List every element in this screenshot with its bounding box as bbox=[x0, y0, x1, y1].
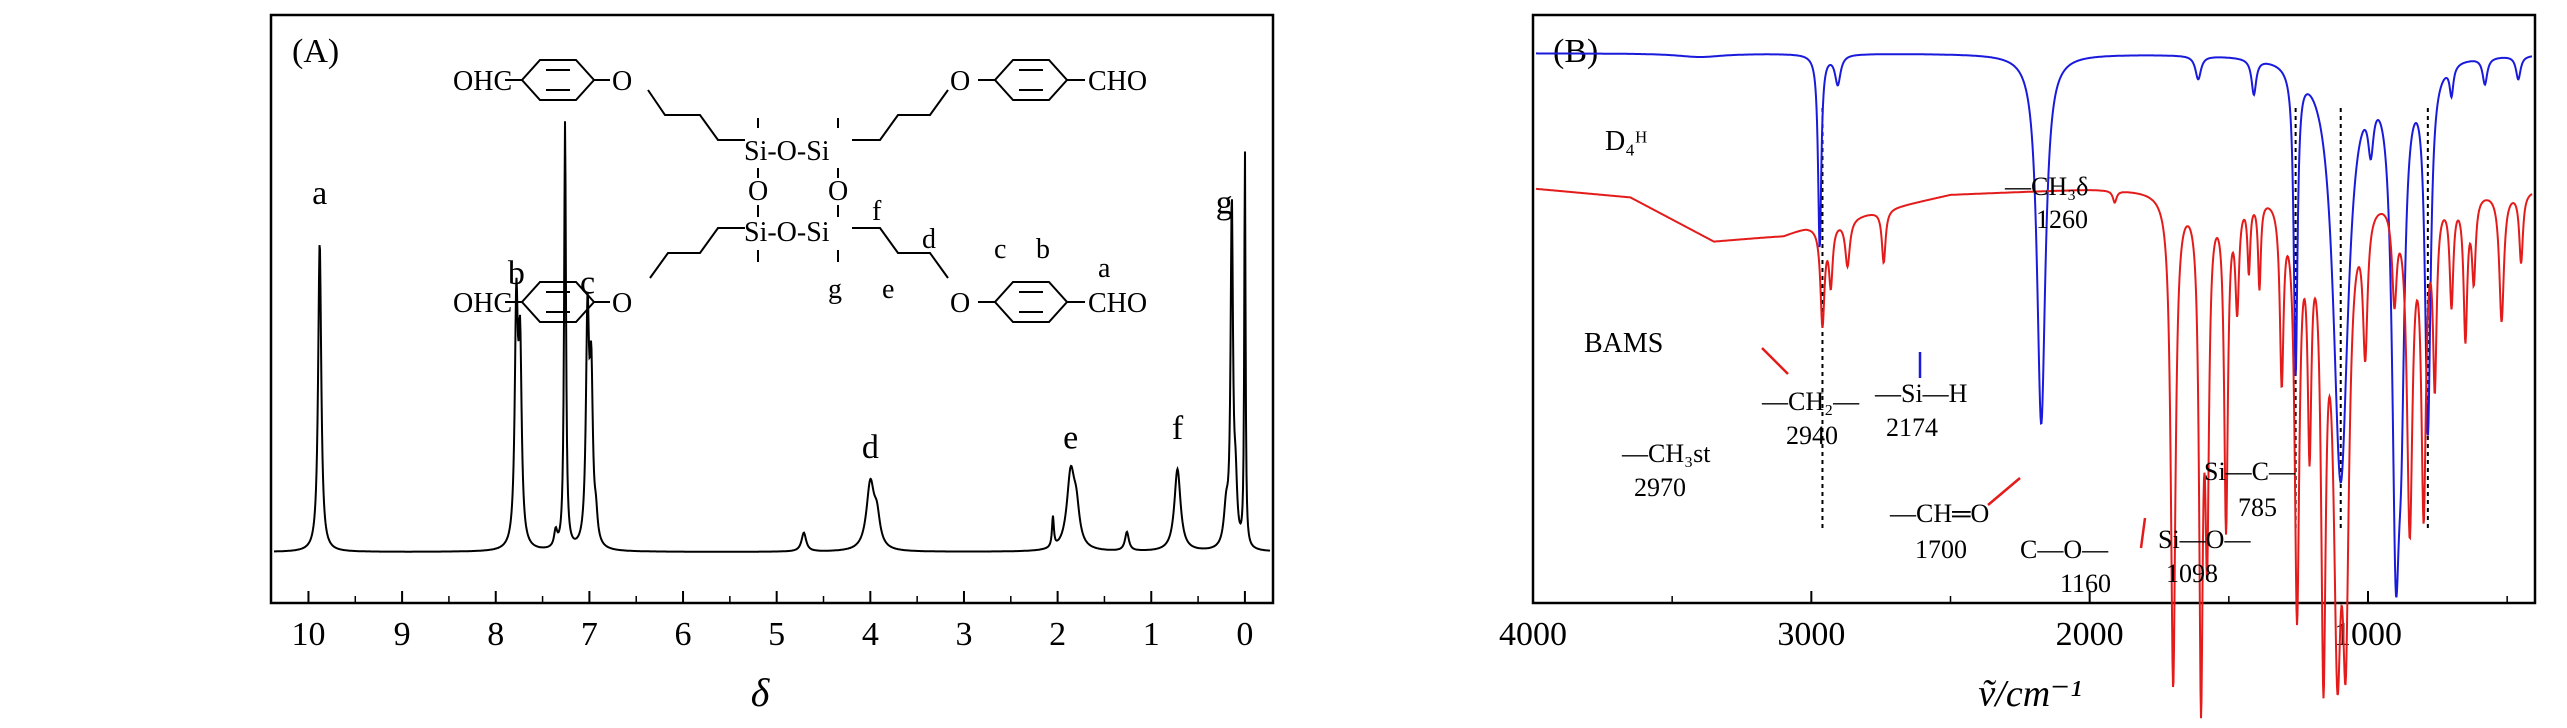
annotation-sio: Si—O— bbox=[2158, 525, 2251, 554]
benzene-ring-top-right bbox=[993, 59, 1069, 101]
peak-label-e: e bbox=[1063, 420, 1078, 457]
panel-b-frame bbox=[1531, 13, 2537, 605]
panel-a-x-ticks: 10 9 8 7 6 5 4 3 2 1 0 bbox=[291, 591, 1253, 653]
x-tick-label: 1000 bbox=[2334, 616, 2402, 653]
o-vertical-right: O bbox=[828, 176, 848, 207]
o-label: O bbox=[950, 288, 970, 319]
x-tick-label: 5 bbox=[768, 616, 785, 653]
x-tick-label: 4000 bbox=[1499, 616, 1567, 653]
panel-a-frame bbox=[269, 13, 1275, 605]
si-o-si-bottom: Si-O-Si bbox=[744, 217, 830, 248]
nmr-spectrum-line bbox=[274, 121, 1271, 553]
panel-a-nmr-chart: (A) 10 9 8 7 6 5 4 3 2 1 0 δ ab cd e fg bbox=[269, 13, 1275, 715]
annotation-sih: —Si—H bbox=[1874, 379, 1968, 408]
panel-a-peak-labels: ab cd e fg bbox=[312, 175, 1233, 466]
annotation-ch3-st-value: 2970 bbox=[1634, 473, 1686, 502]
peak-label-g: g bbox=[1216, 185, 1233, 222]
x-tick-label: 8 bbox=[487, 616, 504, 653]
proton-label-c: c bbox=[994, 234, 1006, 265]
x-tick-label: 6 bbox=[675, 616, 692, 653]
benzene-ring-bottom-left bbox=[520, 281, 596, 323]
annotations: —CH₃δ 1260 —CH₂— 2940 —Si—H 2174 —CH₃st … bbox=[1621, 172, 2296, 598]
o-label: O bbox=[950, 66, 970, 97]
leader-co bbox=[2139, 517, 2147, 549]
cho-label-top-right: CHO bbox=[1088, 66, 1147, 97]
x-tick-label: 2 bbox=[1049, 616, 1066, 653]
x-tick-label: 7 bbox=[581, 616, 598, 653]
x-tick-label: 1 bbox=[1143, 616, 1160, 653]
annotation-ch3-delta: —CH₃δ bbox=[2004, 172, 2088, 201]
panel-b-reference-lines bbox=[1821, 108, 2429, 532]
panel-a-label: (A) bbox=[292, 33, 339, 70]
propyl-chain-top-right bbox=[852, 89, 949, 141]
annotation-co: C—O— bbox=[2020, 535, 2109, 564]
annotation-ch3-st: —CH₃st bbox=[1621, 439, 1711, 468]
chemical-structure-labels: OHC O Si-O-Si O O Si-O-Si O CHO OHC O O … bbox=[453, 66, 1147, 319]
cho-label-bottom-left: OHC bbox=[453, 288, 512, 319]
x-tick-label: 3 bbox=[955, 616, 972, 653]
proton-label-b: b bbox=[1036, 234, 1050, 265]
x-tick-label: 9 bbox=[394, 616, 411, 653]
x-tick-label: 3000 bbox=[1777, 616, 1845, 653]
annotation-ch2-value: 2940 bbox=[1786, 421, 1838, 450]
peak-label-c: c bbox=[580, 265, 595, 302]
propyl-chain-bottom-right bbox=[852, 227, 949, 279]
x-tick-label: 10 bbox=[291, 616, 325, 653]
proton-label-d: d bbox=[922, 224, 936, 255]
annotation-sio-value: 1098 bbox=[2166, 559, 2218, 588]
o-label: O bbox=[612, 66, 632, 97]
annotation-ch3-delta-value: 1260 bbox=[2036, 205, 2088, 234]
ftir-line-bams bbox=[1535, 187, 2533, 719]
peak-label-f: f bbox=[1172, 410, 1184, 447]
peak-label-b: b bbox=[508, 255, 525, 292]
proton-label-g: g bbox=[828, 274, 842, 305]
annotation-cho-value: 1700 bbox=[1915, 535, 1967, 564]
leader-cho bbox=[1987, 477, 2021, 506]
panel-b-label: (B) bbox=[1553, 33, 1598, 70]
annotation-ch2: —CH₂— bbox=[1761, 387, 1860, 416]
si-o-si-top: Si-O-Si bbox=[744, 136, 830, 167]
annotation-co-value: 1160 bbox=[2060, 569, 2111, 598]
peak-label-a: a bbox=[312, 175, 327, 212]
panel-a-plot-area bbox=[274, 121, 1271, 553]
o-label: O bbox=[612, 288, 632, 319]
ftir-line-d4h bbox=[1536, 52, 2533, 598]
panel-b-x-ticks: 4000 3000 2000 1000 bbox=[1499, 591, 2508, 653]
annotation-sic: Si—C— bbox=[2204, 457, 2296, 486]
propyl-chain-top-left bbox=[647, 89, 745, 141]
series-label-d4h: D₄ᴴ bbox=[1605, 126, 1647, 157]
x-tick-label: 2000 bbox=[2056, 616, 2124, 653]
x-tick-label: 4 bbox=[862, 616, 879, 653]
panel-b-ftir-chart: (B) 4000 3000 2000 1000 ṽ/cm⁻¹ D₄ᴴ BAMS —CH… bbox=[1499, 13, 2537, 719]
peak-label-d: d bbox=[862, 429, 879, 466]
proton-label-a: a bbox=[1098, 253, 1111, 284]
chemical-structure bbox=[505, 59, 1085, 323]
annotation-sic-value: 785 bbox=[2238, 493, 2277, 522]
proton-label-f: f bbox=[872, 196, 882, 227]
series-label-bams: BAMS bbox=[1584, 328, 1663, 359]
o-vertical-left: O bbox=[748, 176, 768, 207]
panel-b-plot-area bbox=[1535, 52, 2533, 719]
annotation-leaders bbox=[1761, 347, 2147, 549]
proton-label-e: e bbox=[882, 274, 894, 305]
panel-a-x-axis-label: δ bbox=[751, 670, 771, 715]
annotation-cho: —CH═O bbox=[1889, 499, 1989, 528]
cho-label-top-left: OHC bbox=[453, 66, 512, 97]
annotation-sih-value: 2174 bbox=[1886, 413, 1938, 442]
benzene-ring-bottom-right bbox=[993, 281, 1069, 323]
x-tick-label: 0 bbox=[1236, 616, 1253, 653]
leader-ch2 bbox=[1761, 347, 1789, 375]
benzene-ring-top-left bbox=[520, 59, 596, 101]
panel-b-x-axis-label: ṽ/cm⁻¹ bbox=[1978, 673, 2081, 715]
cho-label-bottom-right: CHO bbox=[1088, 288, 1147, 319]
propyl-chain-bottom-left bbox=[649, 227, 745, 279]
